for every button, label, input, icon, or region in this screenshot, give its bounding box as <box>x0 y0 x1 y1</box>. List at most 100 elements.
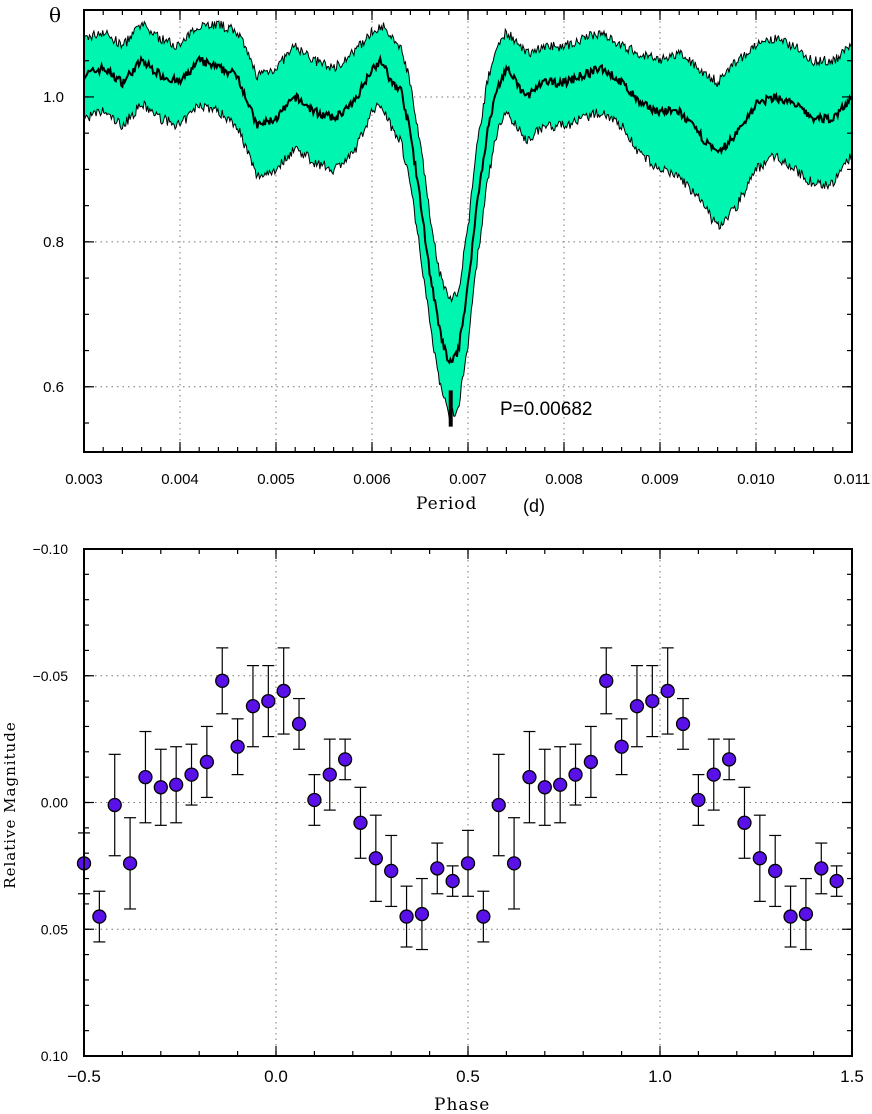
magnitude-axis-title: Relative Magnitude <box>1 721 19 888</box>
point-marker <box>537 780 552 795</box>
data-point <box>583 725 599 799</box>
data-point <box>122 817 138 910</box>
data-point <box>706 738 721 811</box>
data-point <box>614 718 629 776</box>
data-point <box>568 743 583 806</box>
data-point <box>307 774 322 826</box>
magnitude-tick-label: −0.05 <box>33 668 69 684</box>
data-point <box>399 885 414 948</box>
light-curve-panel: −0.5 0.0 0.5 1.0 1.5 −0.10−0.050.000.050.10 … <box>1 541 864 1114</box>
data-point <box>721 738 737 781</box>
data-point <box>153 748 168 826</box>
point-marker <box>553 777 568 792</box>
best-period-annotation: P=0.00682 <box>500 399 592 420</box>
data-point <box>353 786 368 859</box>
point-marker <box>691 792 706 808</box>
point-marker <box>522 770 537 785</box>
magnitude-tick-label: −0.10 <box>33 541 69 557</box>
point-marker <box>768 863 783 879</box>
point-marker <box>322 767 337 782</box>
period-tick-labels: 0.003 0.004 0.005 0.006 0.007 0.008 0.009 0.010… <box>65 471 870 488</box>
point-marker <box>169 777 184 792</box>
light-curve-points <box>76 647 844 951</box>
theta-tick-labels: 0.6 0.8 1.0 <box>43 89 64 396</box>
phase-tick-label: 0.5 <box>456 1067 480 1086</box>
data-point <box>814 842 829 895</box>
period-tick-label: 0.006 <box>353 471 391 488</box>
phase-tick-label: 1.0 <box>648 1067 672 1086</box>
point-marker <box>675 716 691 732</box>
point-marker <box>153 780 168 795</box>
data-point <box>629 665 645 748</box>
data-point <box>384 834 399 908</box>
phase-tick-label: 0.0 <box>264 1067 288 1086</box>
point-marker <box>261 693 276 709</box>
point-marker <box>368 851 383 866</box>
theta-tick-label: 1.0 <box>43 89 64 106</box>
point-marker <box>706 767 721 782</box>
data-point <box>660 647 675 735</box>
data-point <box>445 865 460 897</box>
data-point <box>261 665 276 738</box>
point-marker <box>138 770 153 785</box>
phase-tick-labels: −0.5 0.0 0.5 1.0 1.5 <box>67 1067 864 1086</box>
data-point <box>553 746 568 824</box>
theta-line <box>83 54 853 365</box>
data-point <box>368 814 383 902</box>
point-marker <box>184 767 199 782</box>
point-marker <box>245 699 261 714</box>
data-point <box>675 697 691 750</box>
data-point <box>645 665 660 738</box>
point-marker <box>107 797 122 813</box>
magnitude-tick-label: 0.05 <box>41 921 68 937</box>
magnitude-tick-label: 0.10 <box>41 1048 68 1064</box>
point-marker <box>122 856 138 871</box>
point-marker <box>629 699 645 714</box>
data-point <box>337 738 353 781</box>
point-marker <box>460 856 476 871</box>
point-marker <box>737 815 752 830</box>
point-marker <box>506 856 522 871</box>
data-point <box>768 834 783 908</box>
periodogram-frame <box>83 9 853 453</box>
data-point <box>414 877 430 951</box>
period-axis-title: Period <box>416 494 477 514</box>
point-marker <box>783 909 798 924</box>
data-point <box>169 746 184 824</box>
point-marker <box>568 767 583 782</box>
data-point <box>829 865 844 897</box>
point-marker <box>230 739 245 754</box>
magnitude-tick-labels: −0.10 −0.05 0.00 0.05 0.10 <box>33 541 69 1064</box>
theta-tick-label: 0.8 <box>43 234 64 251</box>
period-tick-label: 0.003 <box>65 471 103 488</box>
point-marker <box>199 754 215 770</box>
data-point <box>184 743 199 806</box>
point-marker <box>215 673 230 688</box>
period-tick-label: 0.008 <box>545 471 583 488</box>
magnitude-tick-label: 0.00 <box>41 795 68 811</box>
point-marker <box>583 754 599 770</box>
point-marker <box>829 873 844 889</box>
point-marker <box>445 873 460 889</box>
data-point <box>798 877 814 951</box>
period-tick-label: 0.004 <box>161 471 199 488</box>
point-marker <box>430 861 445 876</box>
periodogram-panel: 0.003 0.004 0.005 0.006 0.007 0.008 0.009 0.010… <box>43 3 870 516</box>
light-curve-grid <box>84 549 852 1056</box>
point-marker <box>491 797 506 813</box>
phase-tick-label: −0.5 <box>67 1067 101 1086</box>
period-tick-label: 0.005 <box>257 471 295 488</box>
point-marker <box>384 863 399 879</box>
point-marker <box>660 683 675 699</box>
data-point <box>599 647 614 715</box>
data-point <box>276 647 291 735</box>
point-marker <box>353 815 368 830</box>
data-point <box>107 753 122 857</box>
point-marker <box>92 909 107 924</box>
period-tick-label: 0.007 <box>449 471 487 488</box>
data-point <box>322 738 337 811</box>
point-marker <box>614 739 629 754</box>
point-marker <box>645 693 660 709</box>
point-marker <box>752 851 767 866</box>
point-marker <box>276 683 291 699</box>
